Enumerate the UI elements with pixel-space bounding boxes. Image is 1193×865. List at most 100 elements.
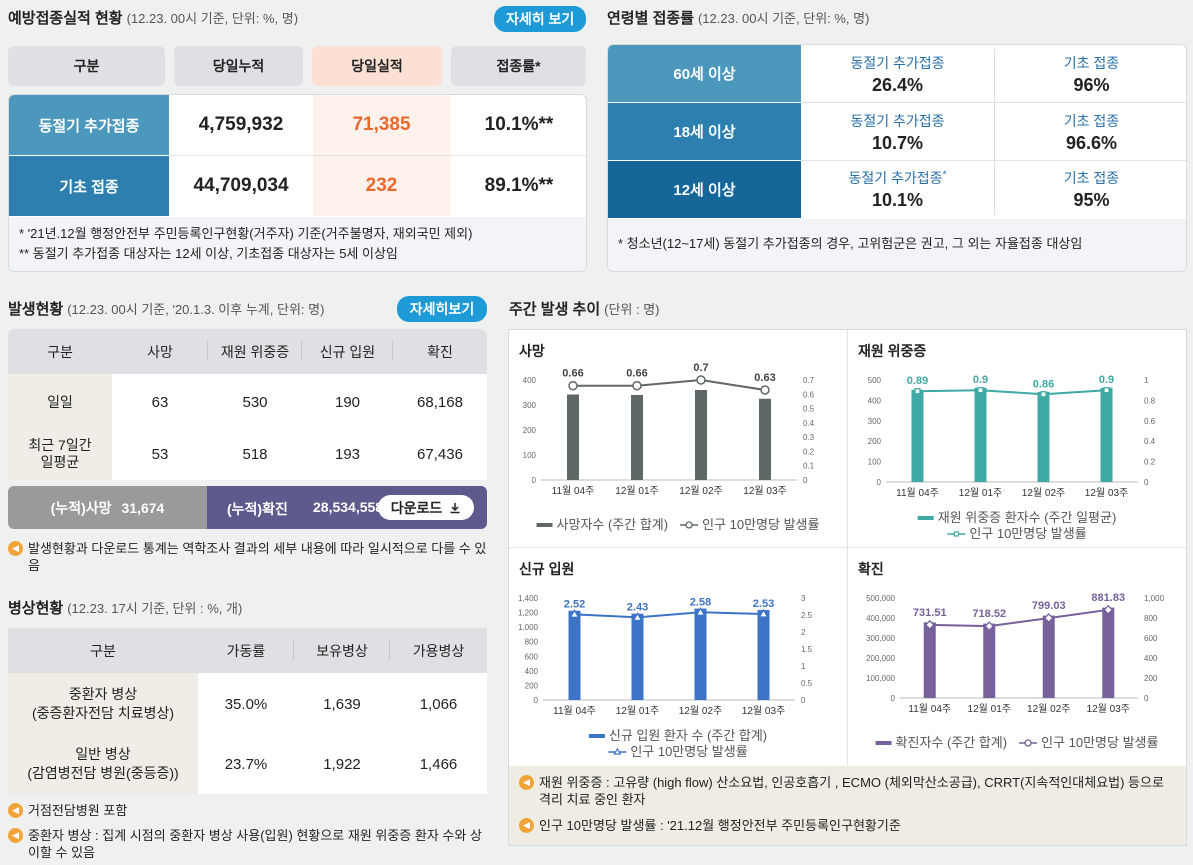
vacc-row-divider [169, 155, 586, 156]
y2-tick-label: 0 [1144, 694, 1149, 703]
y2-tick-label: 0.5 [803, 405, 815, 414]
line-point [977, 387, 984, 394]
beds-header-bg [8, 628, 487, 673]
vacc-notes: * '21년.12월 행정안전부 주민등록인구현황(거주자) 기준(거주불명자,… [9, 217, 586, 271]
chart-svg: 사망 0 100 200 300 400 0 0.1 0.2 0.3 0.4 0.5 0.6 0.7 11월… [519, 343, 819, 532]
legend-bar-swatch [875, 741, 892, 745]
occ-header-admission: 신규 입원 [319, 343, 376, 360]
y2-tick-label: 1,000 [1144, 594, 1165, 603]
data-label: 0.89 [907, 375, 928, 387]
series-line [573, 378, 766, 391]
bar [983, 623, 996, 698]
vacc-more-button[interactable]: 자세히 보기 [494, 6, 586, 32]
data-label: 0.86 [1033, 378, 1054, 390]
age-12-winter-sup: * [942, 169, 947, 181]
beds-section-title: 병상현황 (12.23. 17시 기준, 단위 : %, 개) [8, 600, 243, 617]
age-12-winter-label-text: 동절기 추가접종 [848, 170, 943, 186]
y2-tick-label: 0.7 [803, 376, 815, 385]
x-tick-label: 11월 04주 [552, 485, 595, 497]
legend-line: 인구 10만명당 발생률 [947, 526, 1087, 541]
y-tick-label: 200 [525, 681, 539, 690]
age-60-winter-label: 동절기 추가접종 [850, 55, 945, 71]
y-tick-label: 1,200 [518, 609, 539, 618]
x-tick-label: 12월 01주 [968, 703, 1011, 715]
y-tick-label: 300,000 [866, 634, 895, 643]
chart-confirmed: 확진 0 100,000 200,000 300,000 400,000 500,000 0 2… [848, 548, 1186, 766]
y2-tick-label: 0.4 [1144, 437, 1156, 446]
legend-line-label: 인구 10만명당 발생률 [630, 744, 747, 759]
chart-svg: 재원 위중증 0 100 200 300 400 500 0 0.2 0.4 0.6 0.8 1 11월 … [858, 343, 1156, 541]
beds-note-1: ◀ 거점전담병원 포함 [8, 802, 488, 819]
y-tick-label: 1,400 [518, 594, 539, 603]
occ-7day-confirmed: 67,436 [417, 445, 463, 463]
beds-table: 구분 가동률 보유병상 가용병상 중환자 병상 (중증환자전담 치료병상) 35… [8, 628, 487, 794]
legend-bar-label: 확진자수 (주간 합계) [896, 735, 1008, 750]
weekly-note-2-text: 인구 10만명당 발생률 : '21.12월 행정안전부 주민등록인구현황기준 [539, 818, 901, 833]
chart-title: 확진 [858, 561, 884, 577]
x-tick-label: 11월 04주 [908, 703, 951, 715]
weekly-note-2: ◀ 인구 10만명당 발생률 : '21.12월 행정안전부 주민등록인구현황기… [519, 817, 1176, 834]
y-tick-label: 100,000 [866, 674, 895, 683]
y2-tick-label: 200 [1144, 674, 1158, 683]
speaker-icon: ◀ [519, 818, 534, 833]
bar [631, 613, 644, 700]
y-tick-label: 0 [891, 694, 896, 703]
vacc-winter-today: 71,385 [352, 114, 411, 135]
vacc-basic-cumulative: 44,709,034 [193, 175, 289, 196]
data-label: 2.43 [627, 601, 648, 613]
y-tick-label: 300 [523, 401, 537, 410]
data-label: 881.83 [1091, 592, 1125, 604]
beds-general-owned: 1,922 [323, 755, 361, 773]
bar [1100, 387, 1113, 482]
occ-header-death: 사망 [147, 343, 173, 360]
vacc-row-label-winter: 동절기 추가접종 [9, 95, 169, 155]
age-18-winter-label: 동절기 추가접종 [850, 113, 945, 129]
y-tick-label: 100 [868, 458, 882, 467]
vacc-table-card: 동절기 추가접종 기초 접종 4,759,932 71,385 10.1%** … [8, 94, 587, 272]
occ-cum-death: (누적)사망 31,674 [8, 486, 207, 529]
y-tick-label: 0 [534, 696, 539, 705]
occ-note-text: 발생현황과 다운로드 통계는 역학조사 결과의 세부 내용에 따라 일시적으로 … [28, 541, 487, 573]
data-label: 0.63 [754, 372, 775, 384]
y-tick-label: 300 [868, 417, 882, 426]
age-row-label-60: 60세 이상 [608, 45, 801, 102]
bar [759, 398, 771, 480]
y-tick-label: 100 [523, 451, 537, 460]
occ-more-button[interactable]: 자세히보기 [397, 296, 487, 322]
weekly-note-1: ◀ 재원 위중증 : 고유량 (high flow) 산소요법, 인공호흡기 ,… [519, 774, 1176, 808]
age-18-basic-label: 기초 접종 [1063, 113, 1120, 129]
y-tick-label: 400 [523, 376, 537, 385]
data-label: 2.53 [753, 598, 774, 610]
data-label: 731.51 [913, 607, 947, 619]
x-tick-label: 12월 02주 [679, 485, 722, 497]
beds-icu-owned: 1,639 [323, 695, 361, 713]
data-label: 0.7 [693, 362, 708, 374]
data-label: 0.9 [1099, 374, 1114, 386]
occ-daily-admission: 190 [334, 393, 361, 411]
age-60-winter-value: 26.4% [871, 75, 924, 95]
download-button[interactable]: 다운로드 [378, 495, 474, 520]
bar [757, 610, 770, 700]
y-tick-label: 600 [525, 652, 539, 661]
chart-svg: 신규 입원 0 200 400 600 800 1,000 1,200 1,400 0 0.5 1 1.… [518, 561, 813, 759]
bar [974, 387, 987, 482]
data-label: 718.52 [972, 608, 1006, 620]
vacc-header-today: 당일실적 [312, 46, 442, 86]
y-tick-label: 400,000 [866, 614, 895, 623]
x-tick-label: 12월 02주 [1022, 487, 1065, 499]
y-tick-label: 1,000 [518, 623, 539, 632]
occ-7day-death: 53 [151, 445, 169, 463]
y2-tick-label: 2 [801, 628, 806, 637]
y2-tick-label: 0.8 [1144, 396, 1156, 405]
beds-icu-available: 1,066 [419, 695, 458, 713]
age-60-basic-label: 기초 접종 [1063, 55, 1120, 71]
occ-section-title: 발생현황 (12.23. 00시 기준, '20.1.3. 이후 누계, 단위: … [8, 301, 325, 318]
chart-admissions: 신규 입원 0 200 400 600 800 1,000 1,200 1,400 0 0.5 1 1.… [509, 548, 847, 766]
bar [911, 389, 924, 482]
beds-header-category: 구분 [90, 642, 116, 659]
occ-daily-confirmed: 68,168 [417, 393, 463, 411]
legend-line: 인구 10만명당 발생률 [680, 517, 819, 532]
occ-header-bg [8, 329, 487, 374]
x-tick-label: 12월 03주 [1087, 703, 1130, 715]
line-point [914, 388, 921, 395]
